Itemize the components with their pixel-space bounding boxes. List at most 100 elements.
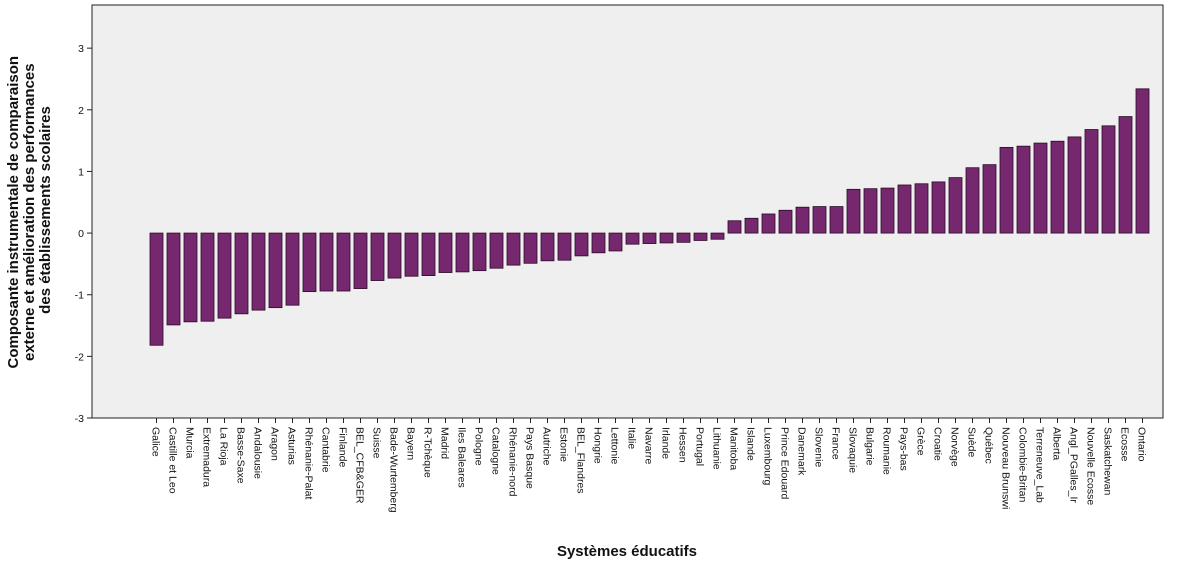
x-tick-label: BEL_CFB&GER <box>354 427 366 504</box>
bar <box>965 167 980 234</box>
x-tick-label: France <box>830 427 842 460</box>
x-tick-label: Madrid <box>439 427 451 459</box>
x-tick-label: Aragon <box>269 427 281 461</box>
bar <box>472 232 487 272</box>
x-tick-label: Extremadura <box>201 427 213 487</box>
bar <box>761 213 776 234</box>
bar <box>931 181 946 234</box>
bar <box>863 188 878 234</box>
bar <box>846 188 861 234</box>
x-tick-label: Pays-bas <box>898 427 910 471</box>
bar <box>1135 88 1150 234</box>
bar <box>319 232 334 292</box>
x-tick-label: Murcia <box>184 427 196 459</box>
x-tick-label: Pologne <box>473 427 485 466</box>
y-axis-title-line: externe et amélioration des performances <box>21 63 38 361</box>
y-tick-label: 0 <box>78 228 84 240</box>
bar <box>1033 142 1048 234</box>
x-tick-label: Roumanie <box>881 427 893 475</box>
x-tick-label: Iles Baleares <box>456 427 468 488</box>
bar <box>404 232 419 277</box>
bar <box>523 232 538 264</box>
y-tick-label: -3 <box>75 413 84 425</box>
x-tick-label: Ecosse <box>1119 427 1131 462</box>
x-tick-label: Andalousie <box>252 427 264 479</box>
x-tick-label: Terreneuve_Lab <box>1034 427 1046 503</box>
x-tick-label: Irlande <box>660 427 672 459</box>
x-tick-label: Lettonie <box>609 427 621 465</box>
bar <box>693 232 708 241</box>
x-tick-label: Rhénanie-Palat <box>303 427 315 499</box>
x-tick-label: Castille et Leo <box>167 427 179 494</box>
bar <box>574 232 589 257</box>
x-tick-label: Islande <box>745 427 757 461</box>
bar <box>302 232 317 293</box>
x-tick-label: Portugal <box>694 427 706 466</box>
x-tick-label: Bulgarie <box>864 427 876 466</box>
bar <box>336 232 351 292</box>
y-tick-label: 1 <box>78 166 84 178</box>
y-tick-label: 2 <box>78 105 84 117</box>
bar <box>421 232 436 277</box>
x-tick-label: Autriche <box>541 427 553 466</box>
bar <box>217 232 232 319</box>
bar <box>795 206 810 234</box>
x-tick-label: Manitoba <box>728 427 740 470</box>
y-tick-label: -1 <box>75 290 84 302</box>
bar <box>540 232 555 262</box>
bar <box>914 183 929 234</box>
bar <box>982 164 997 234</box>
bar <box>1016 145 1031 234</box>
x-tick-label: R-Tchèque <box>422 427 434 478</box>
y-axis-title-line: des établissements scolaires <box>37 106 54 314</box>
x-tick-label: Prince Edouard <box>779 427 791 500</box>
bar <box>829 206 844 234</box>
bar <box>591 232 606 254</box>
x-tick-label: Estonie <box>558 427 570 462</box>
x-tick-label: Italie <box>626 427 638 449</box>
x-tick-label: Catalogne <box>490 427 502 475</box>
x-tick-label: Slovenie <box>813 427 825 467</box>
bar <box>183 232 198 323</box>
bar <box>744 217 759 234</box>
bar <box>999 146 1014 234</box>
y-axis-title-line: Composante instrumentale de comparaison <box>5 56 22 369</box>
bar <box>285 232 300 306</box>
bar <box>557 232 572 261</box>
y-axis-title: Composante instrumentale de comparaison … <box>5 51 54 368</box>
bar <box>880 187 895 234</box>
x-tick-label: Finlande <box>337 427 349 467</box>
bar <box>1118 116 1133 234</box>
bar <box>676 232 691 243</box>
x-tick-label: Rhénanie-nord <box>507 427 519 497</box>
bar <box>710 232 725 240</box>
x-tick-label: Lithuanie <box>711 427 723 470</box>
bar <box>625 232 640 245</box>
x-tick-label: Suède <box>966 427 978 458</box>
x-tick-label: Croatie <box>932 427 944 461</box>
bar <box>642 232 657 244</box>
bar <box>1101 125 1116 234</box>
bar <box>1084 129 1099 234</box>
x-tick-label: Norvège <box>949 427 961 467</box>
x-tick-label: Saskatchewan <box>1102 427 1114 495</box>
x-tick-label: Nouvelle Ecosse <box>1085 427 1097 505</box>
x-tick-label: Navarre <box>643 427 655 465</box>
x-tick-label: Hessen <box>677 427 689 463</box>
x-tick-label: Québec <box>983 427 995 464</box>
bar <box>370 232 385 281</box>
bar <box>200 232 215 322</box>
x-tick-label: Luxembourg <box>762 427 774 486</box>
bar <box>234 232 249 315</box>
bar <box>438 232 453 273</box>
x-axis-title: Systèmes éducatifs <box>557 543 697 560</box>
bar <box>268 232 283 309</box>
x-tick-label: Danemark <box>796 427 808 476</box>
bar <box>506 232 521 266</box>
x-tick-label: Galice <box>150 427 162 457</box>
bar <box>812 206 827 234</box>
bar <box>948 177 963 234</box>
x-tick-label: Slovaquie <box>847 427 859 473</box>
x-tick-label: BEL_Flandres <box>575 427 587 494</box>
